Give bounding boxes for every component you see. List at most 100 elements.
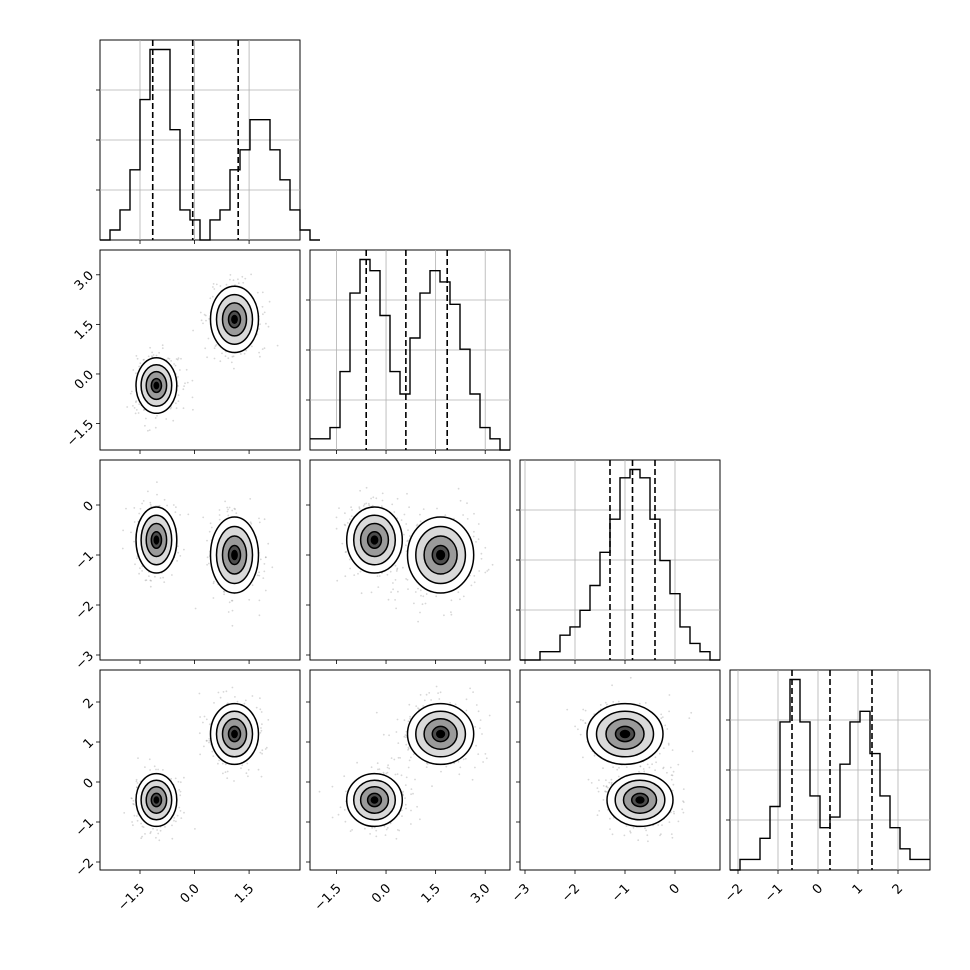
sample-point	[226, 506, 229, 509]
sample-point	[405, 544, 407, 547]
sample-point	[417, 620, 419, 623]
sample-point	[205, 739, 208, 742]
sample-point	[261, 723, 263, 726]
sample-point	[174, 777, 177, 780]
sample-point	[134, 563, 136, 566]
sample-point	[212, 755, 215, 757]
sample-point	[454, 703, 457, 706]
sample-point	[138, 572, 141, 575]
sample-point	[145, 579, 148, 581]
sample-point	[268, 300, 271, 303]
x-tick-label: 0.0	[369, 881, 394, 906]
sample-point	[200, 319, 203, 322]
sample-point	[405, 578, 407, 580]
sample-point	[204, 347, 207, 350]
histogram-step	[520, 468, 720, 661]
sample-point	[400, 809, 403, 812]
sample-point	[458, 773, 461, 776]
sample-point	[375, 711, 378, 714]
sample-point	[259, 751, 262, 754]
sample-point	[155, 354, 158, 357]
sample-point	[142, 359, 145, 361]
sample-point	[422, 508, 425, 510]
sample-point	[258, 574, 261, 577]
x-tick-label: −1.5	[115, 881, 148, 914]
sample-point	[229, 274, 232, 276]
sample-point	[167, 357, 170, 360]
sample-point	[465, 698, 468, 701]
sample-point	[341, 542, 344, 545]
sample-point	[149, 769, 152, 771]
sample-point	[236, 700, 239, 703]
x-axis-1-2	[336, 660, 486, 664]
density-peak	[370, 535, 379, 545]
sample-point	[399, 757, 401, 759]
sample-point	[251, 345, 253, 348]
sample-point	[226, 702, 229, 705]
sample-point	[661, 716, 664, 718]
sample-point	[218, 509, 221, 511]
sample-point	[150, 579, 153, 582]
sample-point	[390, 591, 392, 593]
y-tick-label: 1	[81, 736, 97, 752]
sample-point	[214, 345, 217, 347]
sample-point	[673, 812, 675, 815]
sample-point	[593, 754, 596, 757]
sample-point	[215, 344, 218, 346]
sample-point	[157, 832, 160, 835]
sample-point	[423, 699, 426, 702]
sample-point	[654, 769, 656, 772]
sample-point	[175, 402, 177, 405]
sample-point	[183, 811, 185, 814]
sample-point	[403, 513, 406, 516]
sample-point	[212, 597, 215, 599]
sample-point	[271, 566, 274, 569]
sample-point	[183, 776, 185, 779]
sample-point	[225, 283, 228, 286]
x-axis-1-1	[336, 450, 486, 454]
sample-point	[176, 814, 179, 817]
sample-point	[149, 585, 152, 588]
sample-point	[206, 539, 208, 542]
sample-point	[380, 505, 383, 508]
sample-point	[192, 329, 195, 332]
sample-point	[632, 826, 635, 829]
sample-point	[158, 839, 161, 842]
sample-point	[395, 607, 397, 610]
sample-point	[457, 591, 460, 594]
sample-point	[260, 775, 263, 778]
sample-point	[213, 702, 215, 704]
sample-point	[247, 775, 249, 778]
sample-point	[386, 771, 389, 774]
sample-point	[182, 388, 185, 391]
sample-point	[244, 277, 247, 280]
sample-point	[143, 358, 145, 361]
sample-point	[415, 524, 418, 527]
sample-point	[206, 739, 208, 742]
sample-point	[671, 749, 674, 751]
sample-point	[407, 588, 409, 590]
panel-content	[335, 486, 494, 623]
sample-point	[449, 702, 451, 704]
sample-point	[231, 509, 234, 512]
sample-point	[122, 529, 124, 532]
sample-point	[479, 727, 481, 730]
sample-point	[473, 575, 476, 577]
y-tick-label: −1.5	[64, 417, 97, 450]
sample-point	[648, 766, 651, 769]
scatter-panel-2-0	[99, 459, 301, 661]
panel-border	[309, 459, 511, 661]
sample-point	[654, 756, 657, 759]
sample-point	[213, 288, 216, 290]
sample-point	[677, 763, 680, 766]
sample-point	[393, 511, 396, 513]
sample-point	[180, 357, 182, 360]
sample-point	[208, 741, 210, 744]
sample-point	[414, 778, 416, 781]
sample-point	[209, 522, 212, 525]
sample-point	[406, 492, 408, 495]
x-tick-label: 0	[667, 881, 683, 897]
sample-point	[610, 778, 613, 781]
sample-point	[136, 357, 139, 360]
sample-point	[176, 358, 179, 361]
